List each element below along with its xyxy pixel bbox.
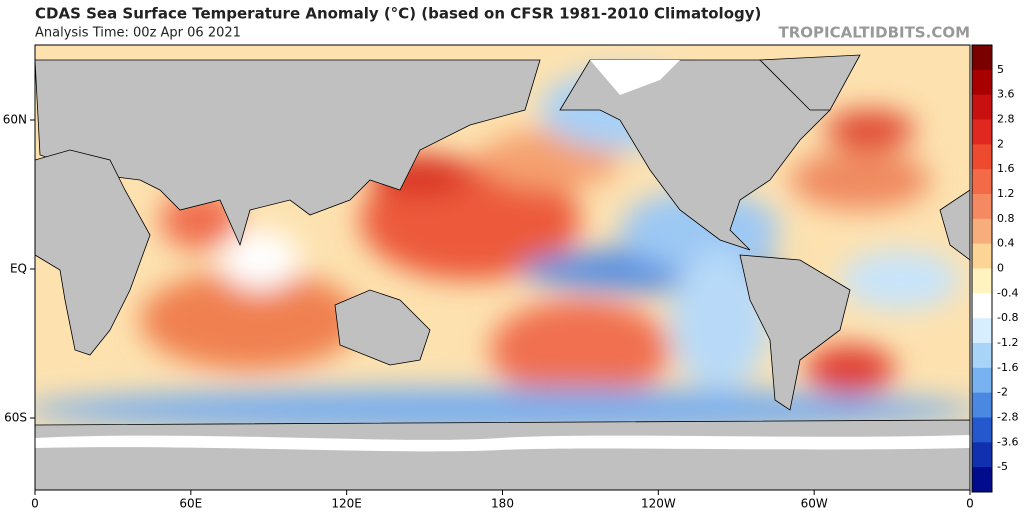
colorbar-label: 0	[997, 262, 1004, 275]
axes: 0 60E 120E 180 120W 60W 0 60N EQ 60S	[3, 113, 974, 511]
colorbar-label: 0.8	[997, 212, 1015, 225]
colorbar-swatch	[972, 94, 992, 120]
map-area	[35, 45, 970, 490]
colorbar-swatch	[972, 367, 992, 394]
colorbar: 5 3.6 2.8 2 1.6 1.2 0.8 0.4 0 -0.4 -0.8 -1.2 -1.6 -2 -…	[971, 44, 1018, 493]
colorbar-frame	[971, 44, 993, 493]
colorbar-label: 1.6	[997, 162, 1015, 175]
colorbar-label: 2.8	[997, 113, 1015, 126]
colorbar-label: -2	[997, 386, 1008, 399]
subtitle: Analysis Time: 00z Apr 06 2021	[35, 26, 241, 41]
lon-label: 120W	[641, 497, 676, 511]
colorbar-label: -2.8	[997, 411, 1018, 424]
colorbar-swatch	[972, 467, 992, 493]
colorbar-label: -5	[997, 460, 1008, 473]
colorbar-swatch	[972, 268, 992, 294]
lon-label: 0	[966, 497, 974, 511]
lat-label: EQ	[10, 262, 27, 276]
colorbar-label: -3.6	[997, 435, 1018, 448]
colorbar-swatch	[972, 169, 992, 195]
colorbar-swatch	[972, 243, 992, 269]
lon-label: 0	[31, 497, 39, 511]
colorbar-label: -1.6	[997, 361, 1018, 374]
colorbar-swatch	[972, 293, 992, 319]
colorbar-label: 3.6	[997, 88, 1015, 101]
sea-ice	[35, 435, 970, 452]
lon-label: 120E	[331, 497, 362, 511]
colorbar-swatch	[972, 218, 992, 245]
colorbar-swatch	[972, 417, 992, 443]
colorbar-swatch	[972, 69, 992, 96]
colorbar-swatch	[972, 318, 992, 344]
title: CDAS Sea Surface Temperature Anomaly (°C…	[35, 5, 761, 23]
colorbar-label: 2	[997, 137, 1004, 150]
colorbar-swatch	[972, 343, 992, 369]
colorbar-swatch	[972, 45, 992, 71]
colorbar-label: -0.4	[997, 286, 1018, 299]
colorbar-swatch	[972, 442, 992, 468]
lat-label: 60N	[3, 113, 27, 127]
lat-label: 60S	[4, 411, 27, 425]
colorbar-swatch	[972, 194, 992, 220]
colorbar-swatch	[972, 144, 992, 170]
colorbar-label: 0.4	[997, 237, 1015, 250]
lon-label: 60W	[801, 497, 828, 511]
colorbar-label: -0.8	[997, 311, 1018, 324]
colorbar-label: -1.2	[997, 336, 1018, 349]
lon-label: 60E	[179, 497, 202, 511]
colorbar-swatch	[972, 119, 992, 145]
watermark: TROPICALTIDBITS.COM	[779, 24, 971, 42]
colorbar-label: 1.2	[997, 187, 1015, 200]
colorbar-swatch	[972, 392, 992, 418]
sea-ice	[590, 60, 680, 95]
lon-label: 180	[491, 497, 514, 511]
colorbar-label: 5	[997, 63, 1004, 76]
